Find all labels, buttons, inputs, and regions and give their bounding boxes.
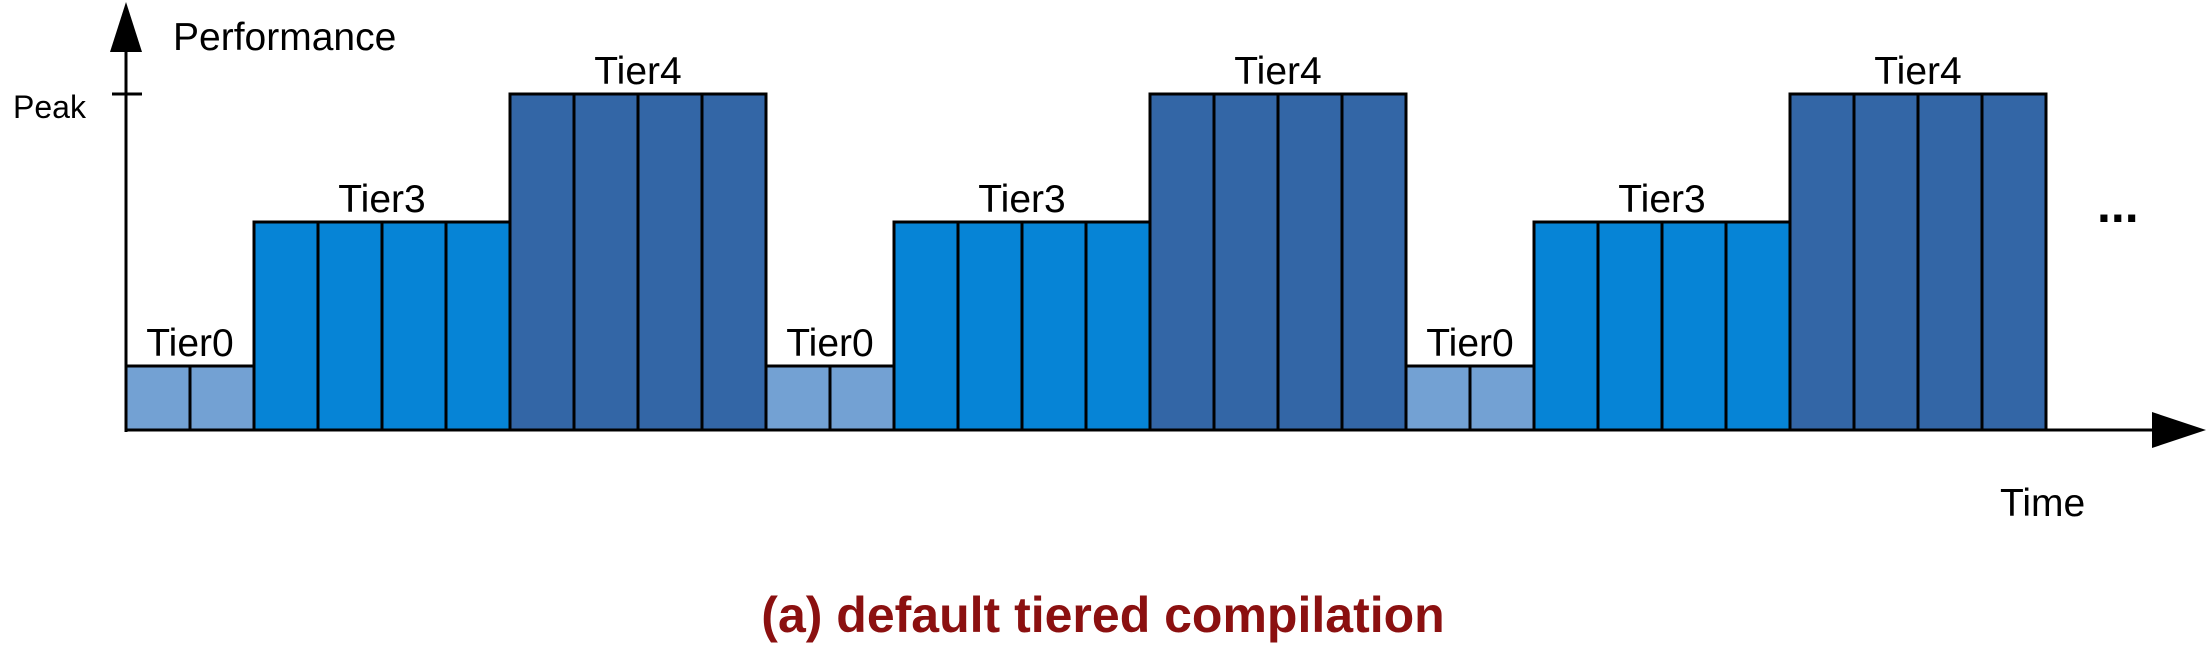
tier4-block xyxy=(1148,92,1216,432)
x-axis-arrow xyxy=(2152,412,2206,448)
tier3-block xyxy=(316,220,384,432)
tier4-block xyxy=(1916,92,1984,432)
y-axis-arrow xyxy=(110,2,142,52)
tier4-block xyxy=(1980,92,2048,432)
y-axis-label: Performance xyxy=(173,16,396,59)
tier3-block xyxy=(892,220,960,432)
tier0-label: Tier0 xyxy=(146,322,233,365)
peak-label: Peak xyxy=(13,89,87,125)
tier0-block xyxy=(188,364,256,432)
tier4-block xyxy=(1212,92,1280,432)
tier4-block xyxy=(1276,92,1344,432)
tier0-block xyxy=(1468,364,1536,432)
tier3-label: Tier3 xyxy=(1618,178,1705,221)
tier4-block xyxy=(1788,92,1856,432)
tier0-block xyxy=(764,364,832,432)
tier4-block xyxy=(572,92,640,432)
tier4-label: Tier4 xyxy=(1874,50,1961,93)
tier0-block xyxy=(1404,364,1472,432)
tier4-label: Tier4 xyxy=(594,50,681,93)
tier3-label: Tier3 xyxy=(978,178,1065,221)
tier3-block xyxy=(1724,220,1792,432)
tier-blocks xyxy=(124,92,2048,432)
tier-labels: Tier0 Tier3 Tier4 Tier0 Tier3 Tier4 Tier0 Tier3… xyxy=(146,50,1961,365)
tier0-block xyxy=(124,364,192,432)
tier3-block xyxy=(380,220,448,432)
tier3-label: Tier3 xyxy=(338,178,425,221)
continuation-ellipsis: ... xyxy=(2097,177,2139,233)
tier3-block xyxy=(1020,220,1088,432)
tier3-block xyxy=(252,220,320,432)
tier3-block xyxy=(1084,220,1152,432)
tier3-block xyxy=(444,220,512,432)
tier3-block xyxy=(1596,220,1664,432)
tier0-label: Tier0 xyxy=(786,322,873,365)
tier4-block xyxy=(1340,92,1408,432)
tier0-block xyxy=(828,364,896,432)
tier3-block xyxy=(1660,220,1728,432)
tier4-block xyxy=(1852,92,1920,432)
figure-caption: (a) default tiered compilation xyxy=(761,587,1445,643)
tier0-label: Tier0 xyxy=(1426,322,1513,365)
tier4-block xyxy=(700,92,768,432)
tier4-block xyxy=(636,92,704,432)
tier4-block xyxy=(508,92,576,432)
tier3-block xyxy=(956,220,1024,432)
tier4-label: Tier4 xyxy=(1234,50,1321,93)
tier3-block xyxy=(1532,220,1600,432)
x-axis-label: Time xyxy=(2000,482,2085,525)
